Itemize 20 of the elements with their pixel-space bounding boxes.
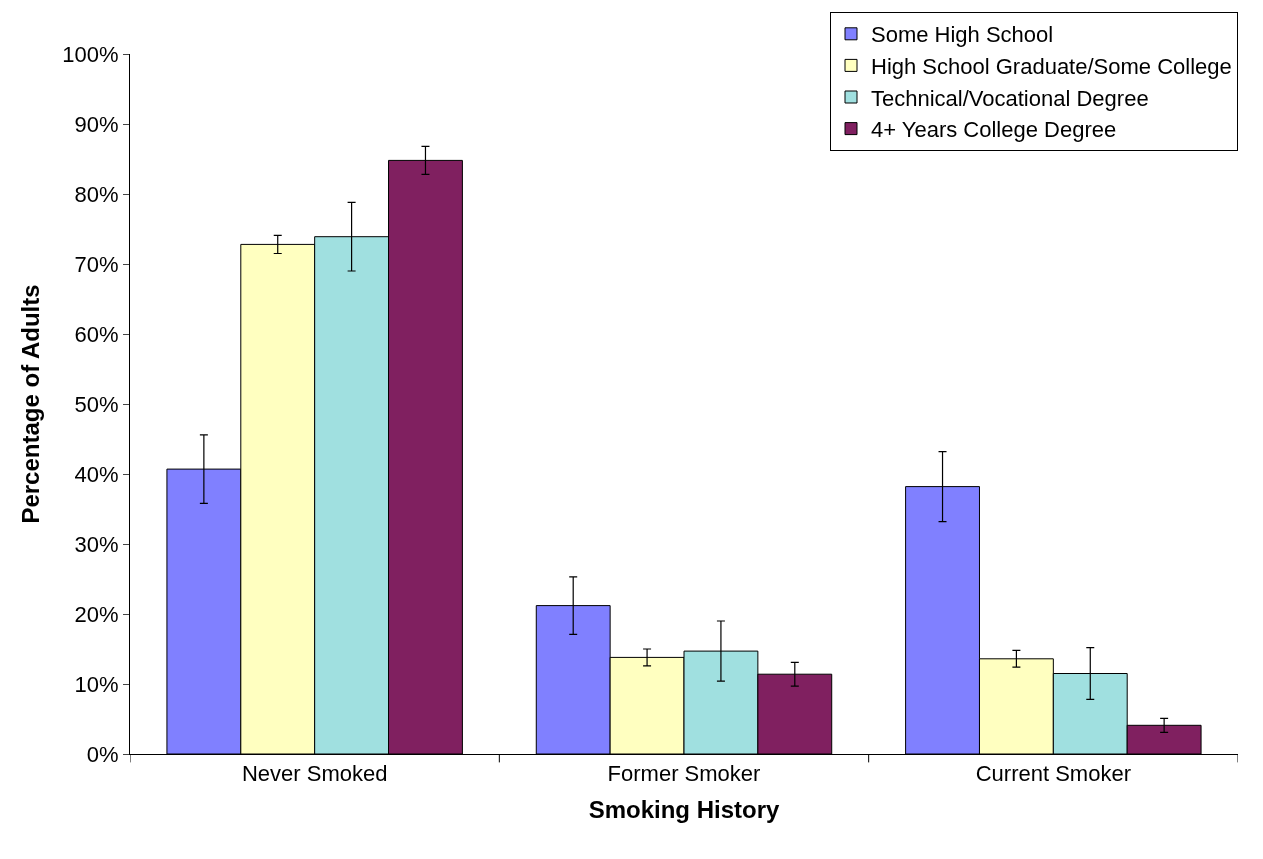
y-tick-label: 30% — [74, 531, 119, 557]
x-tick-label: Never Smoked — [241, 761, 388, 787]
y-tick-label: 0% — [86, 741, 119, 767]
x-axis-title: Smoking History — [588, 795, 780, 823]
y-tick-label: 50% — [74, 391, 119, 417]
y-tick-label: 80% — [74, 181, 119, 207]
legend-label: Technical/Vocational Degree — [871, 85, 1149, 111]
x-tick-label: Former Smoker — [607, 761, 761, 787]
y-tick-label: 10% — [74, 671, 119, 697]
y-axis-title: Percentage of Adults — [17, 284, 45, 524]
y-tick-label: 70% — [74, 251, 119, 277]
legend-label: Some High School — [871, 22, 1054, 48]
y-tick-label: 60% — [74, 321, 119, 347]
y-tick-label: 100% — [62, 41, 119, 67]
legend-label: 4+ Years College Degree — [871, 117, 1117, 143]
y-tick-label: 40% — [74, 461, 119, 487]
legend-label: High School Graduate/Some College — [871, 53, 1232, 79]
y-tick-label: 20% — [74, 601, 119, 627]
x-tick-label: Current Smoker — [975, 761, 1131, 787]
y-tick-label: 90% — [74, 111, 119, 137]
